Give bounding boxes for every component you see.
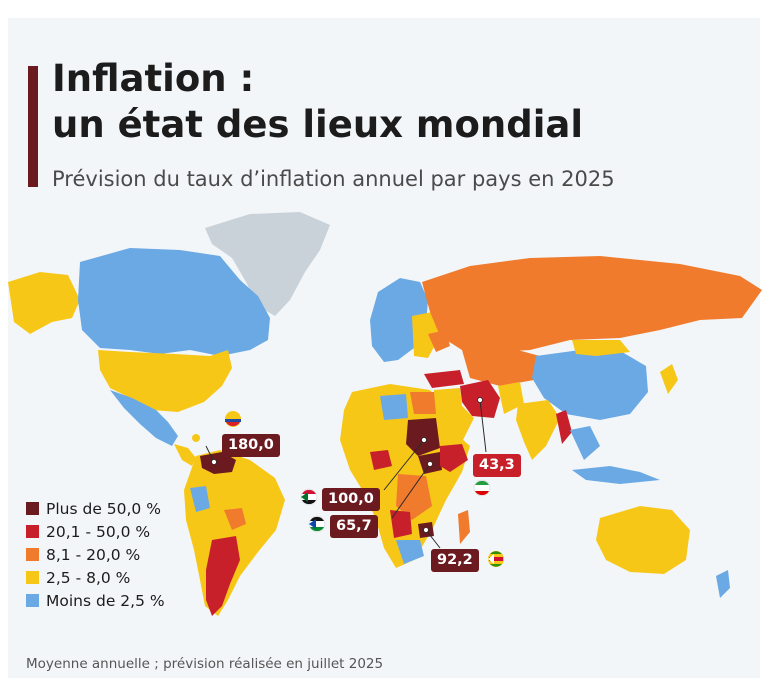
southern-africa <box>396 540 424 564</box>
russia <box>422 256 762 352</box>
legend-label: Plus de 50,0 % <box>46 499 161 518</box>
central-america <box>174 444 196 466</box>
iran-marker <box>477 397 483 403</box>
callout-sudan: 100,0 <box>322 488 380 511</box>
venezuela <box>200 452 236 474</box>
legend-label: 20,1 - 50,0 % <box>46 522 151 541</box>
legend-item: Moins de 2,5 % <box>26 589 165 612</box>
china <box>532 350 648 420</box>
alaska <box>8 272 80 334</box>
callout-iran-value: 43,3 <box>479 457 515 473</box>
eastern-europe <box>412 312 440 358</box>
turkey <box>424 370 464 388</box>
argentina <box>206 536 240 616</box>
iran-flag-icon <box>473 479 491 497</box>
sudan-flag-icon <box>300 488 318 506</box>
zimbabwe-flag-icon <box>488 551 504 567</box>
myanmar <box>556 410 572 444</box>
callout-zimbabwe-value: 92,2 <box>437 552 473 568</box>
legend-label: 8,1 - 20,0 % <box>46 545 141 564</box>
legend-swatch <box>26 594 39 607</box>
mongolia <box>572 340 630 356</box>
madagascar <box>458 510 470 544</box>
greenland <box>205 212 330 316</box>
south-sudan-marker <box>427 461 433 467</box>
title-accent-bar <box>28 66 38 187</box>
legend-swatch <box>26 525 39 538</box>
bolivia <box>224 508 246 530</box>
indonesia <box>572 466 660 484</box>
legend-label: Moins de 2,5 % <box>46 591 165 610</box>
venezuela-marker <box>211 459 217 465</box>
india <box>516 400 560 460</box>
callout-venezuela: 180,0 <box>222 434 280 457</box>
legend-label: 2,5 - 8,0 % <box>46 568 131 587</box>
brazil-region <box>190 486 210 512</box>
australia <box>596 506 690 574</box>
callout-iran: 43,3 <box>473 454 521 477</box>
callout-south-sudan: 65,7 <box>330 515 378 538</box>
zimbabwe-marker <box>423 527 429 533</box>
callout-sudan-value: 100,0 <box>328 491 374 507</box>
iran-leader-line <box>479 399 487 453</box>
canada <box>78 248 270 356</box>
venezuela-flag-icon <box>225 411 241 427</box>
north-africa <box>380 394 408 420</box>
venezuela-leader-line <box>205 445 215 463</box>
mexico <box>110 390 178 446</box>
southeast-asia <box>570 426 600 460</box>
pakistan <box>498 382 524 414</box>
legend-swatch <box>26 548 39 561</box>
angola <box>390 510 412 538</box>
usa <box>98 350 232 412</box>
world-map <box>8 212 762 616</box>
new-zealand <box>716 570 730 598</box>
nigeria <box>370 450 392 470</box>
caribbean-islands <box>192 434 200 442</box>
legend-item: 8,1 - 20,0 % <box>26 543 165 566</box>
callout-south-sudan-value: 65,7 <box>336 518 372 534</box>
callout-venezuela-value: 180,0 <box>228 437 274 453</box>
central-africa <box>396 474 432 520</box>
south-sudan-flag-icon <box>308 515 326 533</box>
south-america <box>184 450 285 616</box>
footnote: Moyenne annuelle ; prévision réalisée en… <box>26 656 384 672</box>
legend-item: Plus de 50,0 % <box>26 497 165 520</box>
legend-swatch <box>26 502 39 515</box>
japan <box>660 364 678 394</box>
ethiopia <box>440 444 468 472</box>
sudan-leader-line <box>383 439 425 491</box>
sudan-marker <box>421 437 427 443</box>
central-asia <box>462 348 540 386</box>
page-subtitle: Prévision du taux d’inflation annuel par… <box>52 167 615 191</box>
callout-leader-lines <box>205 399 487 549</box>
legend-swatch <box>26 571 39 584</box>
callout-zimbabwe: 92,2 <box>431 549 479 572</box>
sudan <box>406 418 440 456</box>
title-line-1: Inflation : <box>52 57 255 100</box>
zimbabwe-leader-line <box>425 529 441 549</box>
south-sudan-leader-line <box>391 463 431 519</box>
egypt <box>410 392 436 414</box>
page-title: Inflation : un état des lieux mondial <box>52 56 583 148</box>
title-line-2: un état des lieux mondial <box>52 103 584 146</box>
legend-item: 20,1 - 50,0 % <box>26 520 165 543</box>
map-legend: Plus de 50,0 % 20,1 - 50,0 % 8,1 - 20,0 … <box>26 497 165 612</box>
legend-item: 2,5 - 8,0 % <box>26 566 165 589</box>
